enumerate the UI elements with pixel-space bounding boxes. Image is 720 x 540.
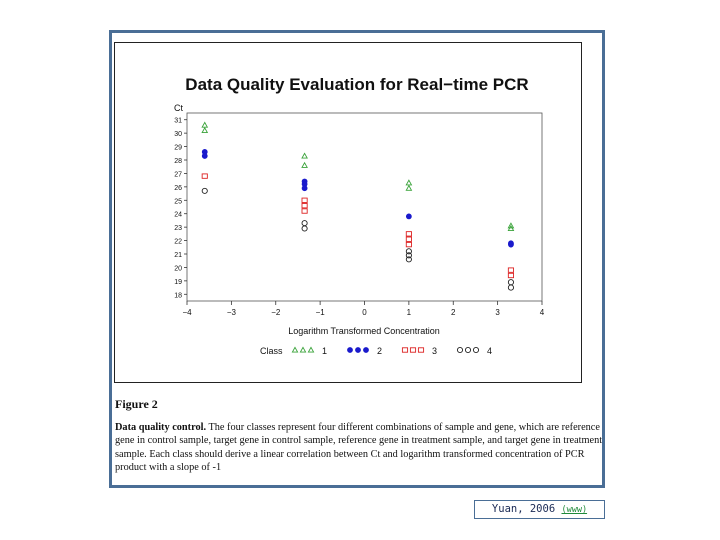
plot-area-frame [186, 112, 543, 302]
data-point-class-3 [405, 236, 412, 242]
y-tick-label: 27 [174, 171, 182, 178]
y-axis-label: Ct [174, 103, 183, 113]
caption-title: Data quality control. [115, 422, 207, 434]
x-tick-label: 3 [495, 308, 500, 317]
citation-link[interactable]: (www) [561, 505, 588, 515]
figure-panel: Data Quality Evaluation for Real−time PC… [114, 42, 582, 383]
data-point-class-4 [405, 248, 412, 255]
legend-marker-class-2 [363, 347, 369, 353]
data-point-class-3 [507, 267, 514, 273]
legend-label-class-3: 3 [432, 346, 437, 356]
x-tick-label: −3 [227, 308, 237, 317]
data-point-class-4 [405, 252, 412, 259]
data-point-class-3 [405, 241, 412, 248]
data-point-class-2 [405, 213, 412, 220]
data-point-class-4 [301, 220, 308, 227]
data-point-class-1 [507, 224, 515, 232]
data-point-class-2 [301, 185, 308, 192]
y-tick-label: 31 [174, 118, 182, 125]
legend-marker-class-3 [409, 347, 417, 353]
x-tick-label: −2 [271, 308, 281, 317]
figure-caption: Figure 2 Data quality control. The four … [115, 397, 603, 474]
data-point-class-4 [507, 284, 514, 291]
legend-marker-class-1 [291, 346, 299, 353]
y-tick-label: 30 [174, 131, 182, 138]
y-tick-label: 19 [174, 279, 182, 286]
figure-label: Figure 2 [115, 397, 158, 411]
data-point-class-4 [507, 279, 514, 286]
x-axis-label: Logarithm Transformed Concentration [288, 326, 440, 336]
y-tick-label: 23 [174, 225, 182, 232]
data-point-class-4 [405, 256, 412, 263]
legend-title: Class [260, 346, 283, 356]
legend-marker-class-4 [472, 346, 480, 354]
legend-label-class-1: 1 [322, 346, 327, 356]
data-point-class-3 [301, 208, 308, 214]
y-tick-label: 21 [174, 252, 182, 259]
y-tick-label: 29 [174, 145, 182, 152]
y-tick-label: 18 [174, 292, 182, 299]
legend-label-class-2: 2 [377, 346, 382, 356]
y-tick-label: 28 [174, 158, 182, 165]
data-point-class-1 [405, 179, 413, 186]
legend-marker-class-1 [307, 346, 315, 353]
data-point-class-3 [301, 202, 308, 209]
x-tick-label: −1 [316, 308, 326, 317]
y-tick-label: 25 [174, 198, 182, 205]
data-point-class-1 [201, 126, 209, 133]
data-point-class-3 [405, 231, 412, 237]
x-tick-label: 0 [362, 308, 367, 317]
y-tick-label: 20 [174, 265, 182, 272]
legend-marker-class-4 [464, 346, 472, 354]
x-tick-label: 4 [540, 308, 545, 317]
x-tick-label: 2 [451, 308, 456, 317]
x-tick-label: −4 [182, 308, 192, 317]
data-point-class-2 [508, 241, 514, 248]
caption-text: Data quality control. The four classes r… [115, 421, 603, 474]
data-point-class-1 [201, 121, 209, 128]
legend-marker-class-1 [299, 346, 307, 353]
data-point-class-1 [507, 222, 515, 229]
legend-label-class-4: 4 [487, 346, 492, 356]
legend-marker-class-2 [355, 347, 361, 353]
y-tick-label: 22 [174, 239, 182, 246]
citation-text: Yuan, 2006 [491, 503, 556, 515]
data-point-class-2 [201, 153, 208, 159]
citation-box: Yuan, 2006 (www) [474, 500, 605, 519]
data-point-class-4 [201, 187, 208, 194]
data-point-class-4 [301, 225, 308, 232]
caption-body: The four classes represent four differen… [115, 422, 603, 473]
legend-marker-class-3 [401, 347, 409, 353]
data-point-class-1 [301, 161, 308, 168]
data-point-class-3 [301, 197, 308, 203]
legend-marker-class-3 [417, 347, 425, 353]
y-tick-label: 24 [174, 212, 182, 219]
scatter-chart: Data Quality Evaluation for Real−time PC… [174, 75, 545, 356]
legend-marker-class-2 [347, 347, 353, 353]
chart-title: Data Quality Evaluation for Real−time PC… [185, 75, 528, 94]
x-tick-label: 1 [407, 308, 412, 317]
y-tick-label: 26 [174, 185, 182, 192]
data-point-class-3 [201, 173, 208, 179]
data-point-class-1 [405, 184, 413, 191]
data-point-class-3 [507, 272, 514, 279]
data-point-class-1 [301, 152, 308, 159]
legend-marker-class-4 [456, 346, 464, 354]
